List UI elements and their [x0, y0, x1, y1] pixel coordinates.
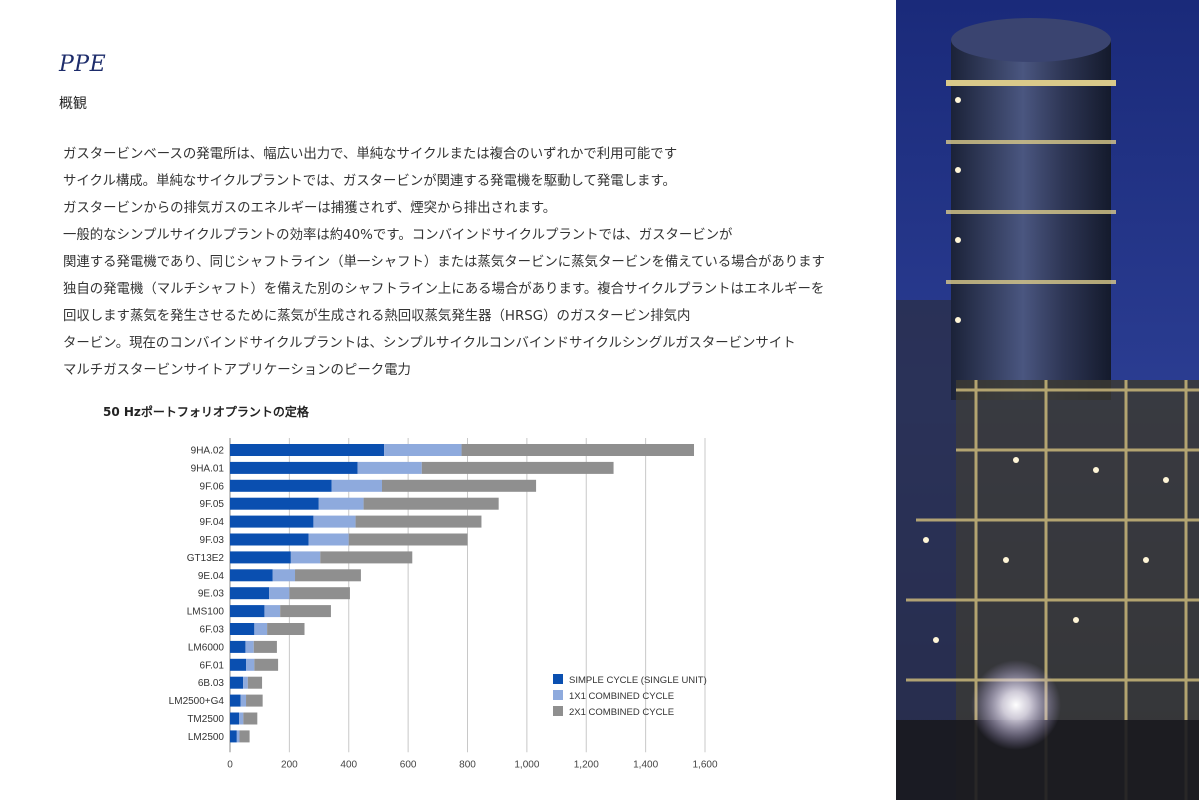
bar-segment [230, 730, 237, 743]
legend-swatch [553, 706, 563, 716]
bar-segment [247, 676, 263, 689]
bar-segment [230, 515, 314, 528]
bar-segment [230, 676, 244, 689]
bar-segment [357, 461, 422, 474]
category-label: 9F.04 [200, 517, 225, 528]
x-tick-label: 1,200 [574, 759, 599, 770]
bar-segment [239, 712, 244, 725]
legend-label: SIMPLE CYCLE (SINGLE UNIT) [569, 675, 707, 686]
category-label: 9HA.02 [191, 446, 225, 457]
x-tick-label: 1,000 [514, 759, 539, 770]
body-text-line: ガスタービンからの排気ガスのエネルギーは捕獲されず、煙突から排出されます。 [63, 201, 557, 216]
bar-segment [245, 640, 254, 653]
bar-segment [230, 569, 273, 582]
body-text-line: 独自の発電機（マルチシャフト）を備えた別のシャフトライン上にある場合があります。… [63, 282, 825, 297]
bar-segment [264, 605, 281, 618]
x-tick-label: 0 [227, 759, 233, 770]
bar-segment [331, 479, 382, 492]
category-label: 6B.03 [198, 678, 225, 689]
legend-label: 2X1 COMBINED CYCLE [569, 707, 674, 718]
bar-segment [230, 640, 246, 653]
chart-title: 50 Hzポートフォリオプラントの定格 [103, 405, 309, 419]
x-tick-label: 200 [281, 759, 298, 770]
bar-segment [236, 730, 240, 743]
category-label: 9F.03 [200, 535, 225, 546]
bar-segment [246, 658, 255, 671]
bar-segment [254, 658, 279, 671]
bar-segment [254, 623, 268, 635]
brand-logo: PPE [59, 52, 107, 77]
category-label: 6F.01 [200, 660, 225, 671]
category-label: TM2500 [187, 714, 224, 725]
category-label: 9F.06 [200, 481, 225, 492]
bar-segment [382, 479, 537, 492]
category-label: LM2500+G4 [169, 696, 225, 707]
body-text-line: 回収します蒸気を発生させるために蒸気が生成される熱回収蒸気発生器（HRSG）のガ… [63, 309, 691, 324]
x-tick-label: 1,400 [633, 759, 658, 770]
bar-segment [240, 694, 247, 707]
bar-segment [239, 730, 250, 743]
bar-segment [243, 712, 258, 725]
bar-segment [230, 694, 241, 707]
bar-segment [280, 605, 331, 618]
bar-segment [355, 515, 482, 528]
rating-chart: 0 200 400 600 800 1,000 1,200 1,400 1,600 9HA.02 9… [169, 438, 718, 770]
body-text-line: 一般的なシンプルサイクルプラントの効率は約40%です。コンバインドサイクルプラン… [63, 228, 733, 243]
bar-segment [313, 515, 356, 528]
category-label: LM6000 [188, 642, 225, 653]
category-label: 9E.04 [198, 571, 225, 582]
legend-label: 1X1 COMBINED CYCLE [569, 691, 674, 702]
bar-segment [230, 605, 265, 618]
bar-segment [295, 569, 361, 582]
body-text-line: マルチガスタービンサイトアプリケーションのピーク電力 [63, 363, 411, 378]
bar-segment [230, 497, 319, 510]
bar-segment [461, 444, 695, 456]
bar-segment [320, 551, 413, 564]
bar-segment [363, 497, 499, 510]
x-tick-label: 400 [340, 759, 357, 770]
bar-segment [421, 461, 614, 474]
body-text-line: ガスタービンベースの発電所は、幅広い出力で、単純なサイクルまたは複合のいずれかで… [63, 147, 678, 162]
bar-segment [230, 479, 332, 492]
bar-segment [289, 587, 350, 600]
bar-segment [348, 533, 468, 546]
category-label: 6F.03 [200, 625, 225, 636]
bar-segment [243, 676, 248, 689]
bar-segment [230, 623, 255, 635]
bar-segment [269, 587, 290, 600]
bar-segment [230, 712, 240, 725]
category-label: GT13E2 [187, 553, 225, 564]
x-tick-label: 1,600 [692, 759, 717, 770]
power-plant-photo [896, 0, 1199, 800]
x-tick-label: 600 [400, 759, 417, 770]
bar-segment [272, 569, 296, 582]
bar-segment [230, 587, 270, 600]
x-tick-label: 800 [459, 759, 476, 770]
bar-segment [230, 444, 385, 456]
bar-segment [246, 694, 263, 707]
bar-segment [308, 533, 349, 546]
bar-segment [230, 658, 247, 671]
category-label: 9F.05 [200, 499, 225, 510]
bar-segment [384, 444, 462, 456]
category-label: LMS100 [187, 607, 225, 618]
bar-segment [267, 623, 305, 635]
bar-segment [230, 533, 309, 546]
body-text: ガスタービンベースの発電所は、幅広い出力で、単純なサイクルまたは複合のいずれかで… [63, 141, 863, 384]
category-label: LM2500 [188, 732, 225, 743]
legend-swatch [553, 674, 563, 684]
bar-segment [290, 551, 321, 564]
bar-segment [253, 640, 277, 653]
bar-segment [230, 551, 291, 564]
bar-segment [318, 497, 364, 510]
body-text-line: タービン。現在のコンバインドサイクルプラントは、シンプルサイクルコンバインドサイ… [63, 336, 796, 351]
legend-swatch [553, 690, 563, 700]
category-label: 9E.03 [198, 589, 225, 600]
body-text-line: サイクル構成。単純なサイクルプラントでは、ガスタービンが関連する発電機を駆動して… [63, 174, 676, 189]
category-label: 9HA.01 [191, 463, 225, 474]
bar-segment [230, 461, 358, 474]
page-subtitle: 概観 [59, 96, 87, 112]
body-text-line: 関連する発電機であり、同じシャフトライン（単一シャフト）または蒸気タービンに蒸気… [63, 255, 825, 270]
